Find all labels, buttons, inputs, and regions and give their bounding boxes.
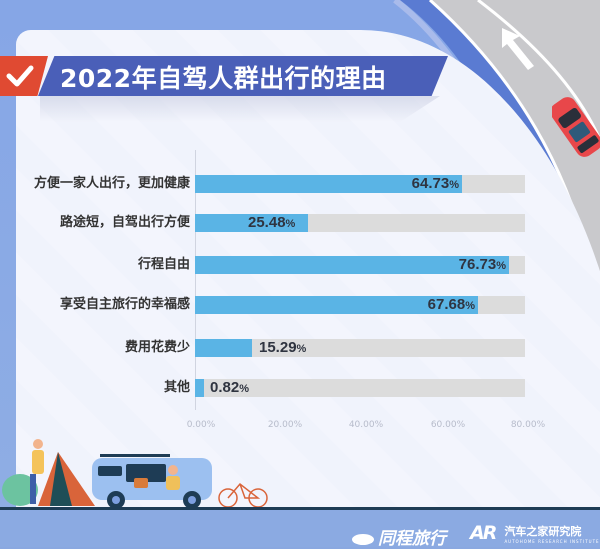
ar-mark-icon: AR (470, 522, 497, 544)
chart-row: 其他 0.82% (0, 379, 600, 397)
x-tick: 0.00% (186, 420, 216, 430)
bar-track: 76.73% (195, 256, 525, 274)
autohome-cn-name: 汽车之家研究院 (504, 524, 582, 538)
bar (195, 379, 204, 397)
autohome-en-name: AUTOHOME RESEARCH INSTITUTE (504, 538, 600, 544)
footer: 同程旅行 AR 汽车之家研究院 AUTOHOME RESEARCH INSTITU… (0, 507, 600, 549)
category-label: 路途短，自驾出行方便 (59, 215, 190, 230)
bar-track: 15.29% (195, 339, 525, 357)
chart-row: 享受自主旅行的幸福感 67.68% (0, 296, 600, 314)
camping-scene-illustration (2, 439, 268, 508)
chart-row: 费用花费少 15.29% (0, 339, 600, 357)
bar (195, 256, 509, 274)
x-tick: 20.00% (267, 420, 303, 430)
category-label: 其他 (163, 380, 190, 395)
value-label: 25.48% (248, 214, 296, 231)
value-label: 0.82% (210, 379, 249, 396)
value-label: 76.73% (458, 256, 506, 273)
chart-row: 行程自由 76.73% (0, 256, 600, 274)
autohome-research-logo: AR 汽车之家研究院 AUTOHOME RESEARCH INSTITUTE (470, 522, 600, 544)
bar (195, 296, 478, 314)
title-bar (38, 56, 448, 96)
value-label: 15.29% (259, 339, 307, 356)
category-label: 行程自由 (137, 257, 190, 272)
page-title: 2022年自驾人群出行的理由 (60, 64, 387, 93)
x-tick: 80.00% (510, 420, 546, 430)
checkmark-icon (6, 65, 34, 87)
category-label: 费用花费少 (124, 340, 190, 355)
x-tick: 60.00% (430, 420, 466, 430)
tongcheng-logo-text: 同程旅行 (378, 529, 446, 549)
bar-track: 67.68% (195, 296, 525, 314)
bar-track: 0.82% (195, 379, 525, 397)
bar (195, 339, 252, 357)
value-label: 64.73% (411, 175, 459, 192)
category-label: 享受自主旅行的幸福感 (59, 297, 190, 312)
x-tick: 40.00% (348, 420, 384, 430)
bar-track: 64.73% (195, 175, 525, 193)
bar (195, 175, 462, 193)
tongcheng-logo: 同程旅行 (352, 524, 446, 549)
autohome-research-text: 汽车之家研究院 AUTOHOME RESEARCH INSTITUTE (504, 523, 599, 544)
value-label: 67.68% (427, 296, 475, 313)
blimp-icon (352, 533, 374, 545)
chart-row: 路途短，自驾出行方便 25.48% (0, 214, 600, 232)
title-shadow (40, 96, 440, 122)
y-axis-line (195, 150, 196, 410)
bar-track: 25.48% (195, 214, 525, 232)
bar (195, 214, 308, 232)
chart-row: 方便一家人出行，更加健康 64.73% (0, 175, 600, 193)
category-label: 方便一家人出行，更加健康 (33, 176, 190, 191)
